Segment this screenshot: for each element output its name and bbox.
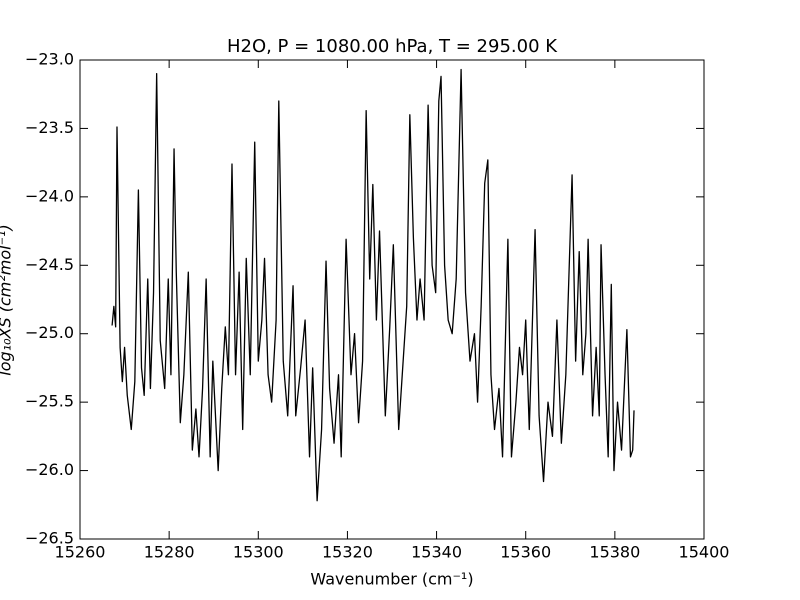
- y-tick-label: −23.5: [25, 118, 74, 137]
- y-tick-label: −24.5: [25, 255, 74, 274]
- y-tick-label: −26.0: [25, 460, 74, 479]
- x-tick-label: 15320: [322, 543, 373, 562]
- y-tick-label: −25.5: [25, 392, 74, 411]
- x-tick-label: 15300: [233, 543, 284, 562]
- y-tick-label: −23.0: [25, 50, 74, 69]
- chart-title: H2O, P = 1080.00 hPa, T = 295.00 K: [227, 36, 558, 57]
- y-tick-label: −25.0: [25, 323, 74, 342]
- x-tick-label: 15280: [144, 543, 195, 562]
- x-tick-label: 15360: [500, 543, 551, 562]
- x-tick-label: 15340: [411, 543, 462, 562]
- x-tick-label: 15260: [55, 543, 106, 562]
- x-tick-label: 15380: [589, 543, 640, 562]
- x-axis-label: Wavenumber (cm⁻¹): [310, 570, 473, 589]
- y-tick-label: −26.5: [25, 529, 74, 548]
- x-tick-label: 15400: [679, 543, 730, 562]
- y-axis-label: log₁₀XS (cm²mol⁻¹): [0, 224, 15, 375]
- plot-frame: [79, 59, 705, 540]
- y-tick-label: −24.0: [25, 186, 74, 205]
- spectrum-line: [111, 68, 635, 502]
